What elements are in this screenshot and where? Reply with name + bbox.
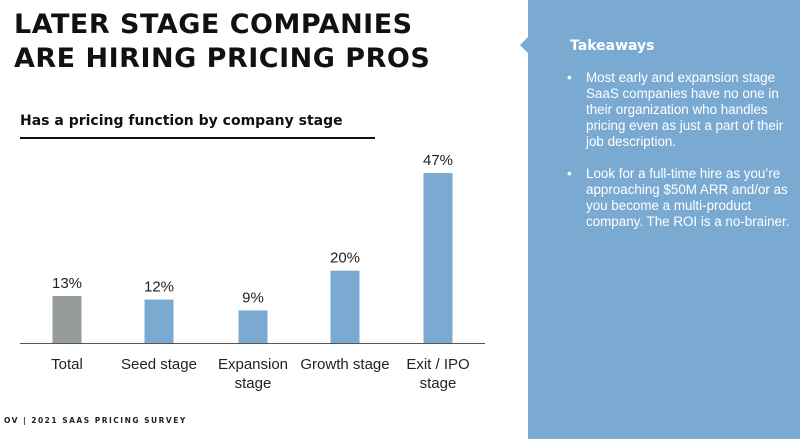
takeaway-text: Most early and expansion stage SaaS comp… (586, 70, 784, 149)
chart-title: Has a pricing function by company stage (20, 113, 343, 129)
takeaway-item: • Look for a full-time hire as you’re ap… (564, 166, 792, 230)
bar-2 (238, 310, 268, 343)
takeaways-list: • Most early and expansion stage SaaS co… (564, 70, 792, 246)
bullet-icon: • (567, 166, 572, 181)
page-title: LATER STAGE COMPANIES ARE HIRING PRICING… (14, 8, 514, 76)
chart-title-underline (20, 137, 375, 139)
category-label: Seed stage (121, 356, 197, 373)
bar-chart: 13% Total 12% Seed stage 9% Expansion stage 20%… (20, 152, 485, 392)
page-title-line-1: LATER STAGE COMPANIES (14, 9, 413, 40)
bar-value-label: 47% (423, 152, 453, 169)
footer-logo: OV (4, 416, 19, 425)
category-label: Expansion stage (218, 356, 288, 392)
takeaways-panel: Takeaways • Most early and expansion sta… (528, 0, 800, 439)
bar-value-label: 9% (242, 289, 264, 306)
footer: OV | 2021 SAAS PRICING SURVEY (4, 416, 187, 425)
bar-value-label: 13% (52, 275, 82, 292)
footer-text: 2021 SAAS PRICING SURVEY (31, 416, 187, 425)
bullet-icon: • (567, 70, 572, 85)
category-label: Total (51, 356, 83, 373)
takeaway-text: Look for a full-time hire as you’re appr… (586, 166, 790, 229)
footer-separator: | (22, 416, 28, 425)
takeaways-title: Takeaways (570, 38, 655, 54)
page-title-line-2: ARE HIRING PRICING PROS (14, 43, 431, 74)
bar-value-label: 12% (144, 279, 174, 296)
bar-4 (423, 173, 453, 343)
bar-1 (144, 299, 174, 343)
bar-3 (330, 270, 360, 343)
bar-0 (52, 295, 82, 343)
category-label: Growth stage (300, 356, 389, 373)
takeaway-item: • Most early and expansion stage SaaS co… (564, 70, 792, 150)
bar-value-label: 20% (330, 250, 360, 267)
category-label: Exit / IPO stage (406, 356, 469, 392)
